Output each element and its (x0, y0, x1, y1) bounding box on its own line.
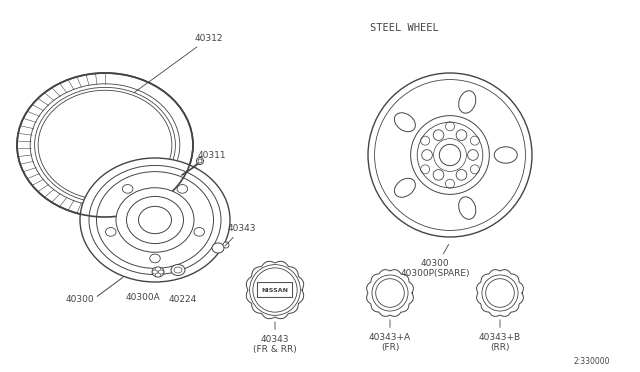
Ellipse shape (394, 113, 415, 132)
Circle shape (417, 122, 483, 188)
Text: NISSAN: NISSAN (262, 288, 289, 292)
Ellipse shape (253, 268, 297, 312)
Polygon shape (367, 270, 413, 316)
Ellipse shape (177, 185, 188, 193)
Circle shape (422, 150, 433, 160)
Text: 40312: 40312 (134, 33, 223, 93)
Circle shape (223, 242, 229, 248)
Ellipse shape (80, 158, 230, 282)
Circle shape (456, 170, 467, 180)
Ellipse shape (376, 279, 404, 307)
Ellipse shape (150, 254, 160, 263)
Ellipse shape (138, 206, 172, 234)
Ellipse shape (156, 267, 161, 271)
Ellipse shape (212, 243, 224, 253)
Ellipse shape (116, 188, 194, 252)
Text: 40343+B
(RR): 40343+B (RR) (479, 320, 521, 352)
Text: STEEL WHEEL: STEEL WHEEL (370, 23, 439, 33)
Text: 40343: 40343 (225, 224, 257, 246)
Text: 40311: 40311 (197, 151, 227, 165)
Circle shape (439, 144, 461, 166)
Circle shape (196, 157, 204, 164)
Ellipse shape (127, 196, 184, 244)
Ellipse shape (106, 228, 116, 236)
Text: 40300
40300P(SPARE): 40300 40300P(SPARE) (400, 244, 470, 278)
Ellipse shape (494, 147, 517, 163)
Ellipse shape (152, 267, 164, 277)
Circle shape (433, 170, 444, 180)
Ellipse shape (122, 185, 133, 193)
Ellipse shape (486, 279, 515, 307)
Polygon shape (477, 270, 524, 316)
Ellipse shape (174, 267, 182, 273)
Ellipse shape (156, 273, 161, 277)
Circle shape (374, 80, 525, 230)
Circle shape (434, 139, 467, 171)
Ellipse shape (171, 264, 185, 276)
Circle shape (456, 130, 467, 141)
Ellipse shape (152, 270, 157, 274)
Circle shape (433, 130, 444, 141)
Text: 40343+A
(FR): 40343+A (FR) (369, 320, 411, 352)
Text: 40300A: 40300A (125, 292, 161, 301)
Ellipse shape (97, 171, 214, 268)
Ellipse shape (459, 91, 476, 113)
Text: 40224: 40224 (169, 295, 197, 305)
Ellipse shape (89, 166, 221, 275)
Ellipse shape (459, 197, 476, 219)
Text: 40343
(FR & RR): 40343 (FR & RR) (253, 322, 297, 355)
Circle shape (368, 73, 532, 237)
Ellipse shape (194, 228, 204, 236)
Ellipse shape (372, 275, 408, 311)
Text: 40300: 40300 (66, 295, 94, 305)
Ellipse shape (17, 73, 193, 217)
Ellipse shape (482, 275, 518, 311)
Ellipse shape (394, 178, 415, 197)
FancyBboxPatch shape (257, 283, 292, 298)
Circle shape (411, 116, 490, 194)
Polygon shape (246, 261, 304, 319)
Circle shape (198, 159, 202, 163)
Circle shape (468, 150, 478, 160)
Ellipse shape (159, 270, 163, 274)
Text: 2:330000: 2:330000 (573, 357, 610, 366)
